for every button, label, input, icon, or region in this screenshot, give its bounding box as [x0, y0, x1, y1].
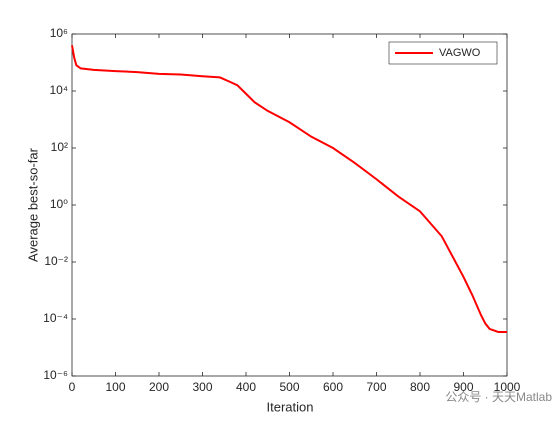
x-tick-label: 0 — [69, 380, 76, 394]
x-tick-label: 100 — [105, 380, 125, 394]
y-tick-label: 10⁻⁶ — [43, 368, 68, 382]
legend-label: VAGWO — [439, 47, 481, 59]
y-tick-label: 10² — [51, 140, 68, 154]
x-tick-label: 700 — [366, 380, 386, 394]
x-tick-label: 800 — [410, 380, 430, 394]
x-tick-label: 500 — [279, 380, 299, 394]
y-tick-label: 10⁰ — [50, 197, 68, 211]
x-tick-label: 400 — [236, 380, 256, 394]
series-line — [71, 45, 507, 333]
x-tick-label: 900 — [453, 380, 473, 394]
y-tick-label: 10⁻² — [44, 254, 68, 268]
y-tick-label: 10⁴ — [49, 83, 68, 97]
legend-box — [388, 41, 498, 65]
x-axis-label: Iteration — [267, 399, 314, 414]
x-tick-label: 1000 — [494, 380, 521, 394]
x-tick-label: 200 — [149, 380, 169, 394]
y-tick-label: 10⁻⁴ — [43, 311, 68, 325]
watermark: 公众号 · 天天Matlab — [445, 390, 552, 404]
x-tick-label: 300 — [192, 380, 212, 394]
y-tick-label: 10⁶ — [50, 26, 68, 40]
y-axis-label: Average best-so-far — [25, 147, 40, 262]
plot-area — [71, 33, 508, 377]
x-tick-label: 600 — [323, 380, 343, 394]
